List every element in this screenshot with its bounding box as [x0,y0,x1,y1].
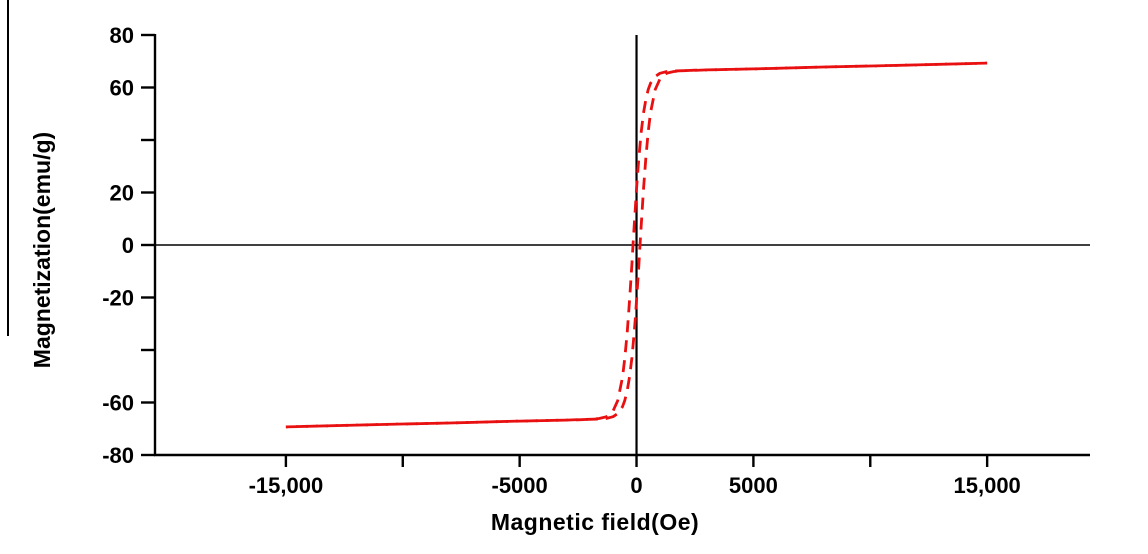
descending-branch-curve [285,61,988,429]
scan-artifact-line [7,0,9,336]
y-tick-label: -60 [102,391,134,416]
y-tick-label: 20 [110,181,134,206]
x-tick-label: 0 [630,473,642,498]
y-tick-label: 0 [122,233,134,258]
x-tick-label: -5000 [492,473,548,498]
x-tick-label: 5000 [729,473,778,498]
y-tick-label: -80 [102,443,134,468]
y-axis-title: Magnetization(emu/g) [29,131,55,369]
y-tick-label: -20 [102,286,134,311]
x-tick-label: -15,000 [249,473,324,498]
ascending-branch-curve [285,61,988,429]
y-tick-label: 60 [110,76,134,101]
y-tick-label: 80 [110,23,134,48]
x-axis-title: Magnetic field(Oe) [490,509,700,535]
x-tick-label: 15,000 [954,473,1021,498]
